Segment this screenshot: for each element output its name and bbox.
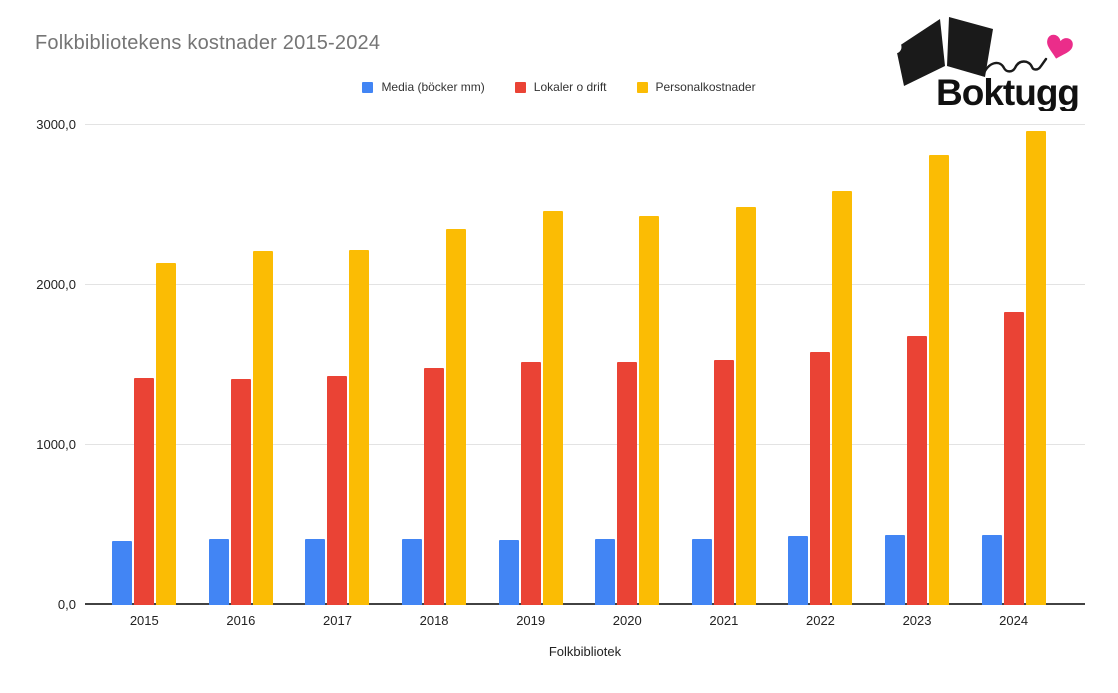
bar: [230, 379, 251, 605]
bar: [832, 190, 853, 605]
legend-label: Lokaler o drift: [533, 80, 607, 94]
x-tick-label: 2024: [999, 613, 1029, 628]
logo-wordmark: Boktugg: [936, 72, 1079, 111]
x-tick-label: 2015: [129, 613, 159, 628]
bar: [595, 539, 616, 605]
x-tick-label: 2023: [902, 613, 932, 628]
chart-title: Folkbibliotekens kostnader 2015-2024: [35, 32, 381, 54]
legend-label: Personalkostnader: [655, 80, 756, 94]
bar: [208, 538, 229, 605]
gridline: [85, 284, 1085, 285]
x-tick-label: 2020: [612, 613, 642, 628]
squiggle-line: [981, 57, 1048, 77]
legend-item: Lokaler o drift: [514, 80, 607, 94]
y-tick-label: 1000,0: [36, 437, 76, 452]
legend: Media (böcker mm) Lokaler o drift Personal…: [0, 78, 1118, 96]
x-tick-label: 2019: [516, 613, 546, 628]
bar: [735, 206, 756, 605]
bar: [156, 262, 177, 605]
x-axis-labels: 2015 2016 2017 2018 2019 2020 2021 2022 2023 2024: [96, 613, 1062, 628]
bar: [639, 216, 660, 605]
x-axis-line: [85, 603, 1085, 605]
bar: [810, 352, 831, 605]
bar: [929, 155, 950, 605]
bar: [252, 251, 273, 605]
plot-area: [85, 124, 1085, 605]
bar-group: [772, 125, 869, 605]
bar: [885, 534, 906, 605]
bar: [498, 540, 519, 605]
y-tick-label: 2000,0: [36, 277, 76, 292]
bar-group: [579, 125, 676, 605]
bar-group: [482, 125, 579, 605]
bar: [691, 538, 712, 605]
x-tick-label: 2017: [323, 613, 352, 628]
x-tick-label: 2021: [709, 613, 739, 628]
bar: [520, 361, 541, 605]
bar: [1025, 131, 1046, 605]
x-tick-label: 2022: [805, 613, 835, 628]
bar: [134, 377, 155, 605]
gridline: [85, 444, 1085, 445]
bar: [713, 360, 734, 605]
gridline: [85, 124, 1085, 125]
heart-icon: [1047, 34, 1073, 59]
bar: [446, 229, 467, 605]
bar: [788, 536, 809, 605]
legend-swatch-icon: [514, 81, 526, 93]
legend-label: Media (böcker mm): [381, 80, 485, 94]
bar: [112, 541, 133, 605]
bar: [617, 361, 638, 605]
x-tick-label: 2016: [226, 613, 256, 628]
bar-group: [676, 125, 773, 605]
bar-group: [289, 125, 386, 605]
bar-group: [869, 125, 966, 605]
bar: [424, 368, 445, 605]
bar: [327, 376, 348, 605]
bar: [907, 336, 928, 605]
bar-group: [193, 125, 290, 605]
y-tick-label: 3000,0: [36, 117, 76, 132]
open-book-icon: [888, 17, 993, 86]
x-tick-label: 2018: [419, 613, 449, 628]
legend-item: Personalkostnader: [636, 80, 756, 94]
legend-swatch-icon: [362, 81, 374, 93]
bar: [305, 539, 326, 605]
boktugg-logo: Boktugg: [888, 17, 1080, 111]
bar-groups: [96, 125, 1062, 605]
y-axis-labels: 0,0 1000,0 2000,0 3000,0: [0, 117, 76, 612]
bar-group: [965, 125, 1062, 605]
bar-group: [386, 125, 483, 605]
x-axis-title: Folkbibliotek: [548, 644, 622, 659]
bar: [542, 211, 563, 605]
y-tick-label: 0,0: [57, 597, 76, 612]
bar: [402, 538, 423, 605]
bar: [1003, 312, 1024, 605]
legend-swatch-icon: [636, 81, 648, 93]
bar: [349, 249, 370, 605]
bar: [981, 534, 1002, 605]
legend-item: Media (böcker mm): [362, 80, 485, 94]
bar-group: [96, 125, 193, 605]
